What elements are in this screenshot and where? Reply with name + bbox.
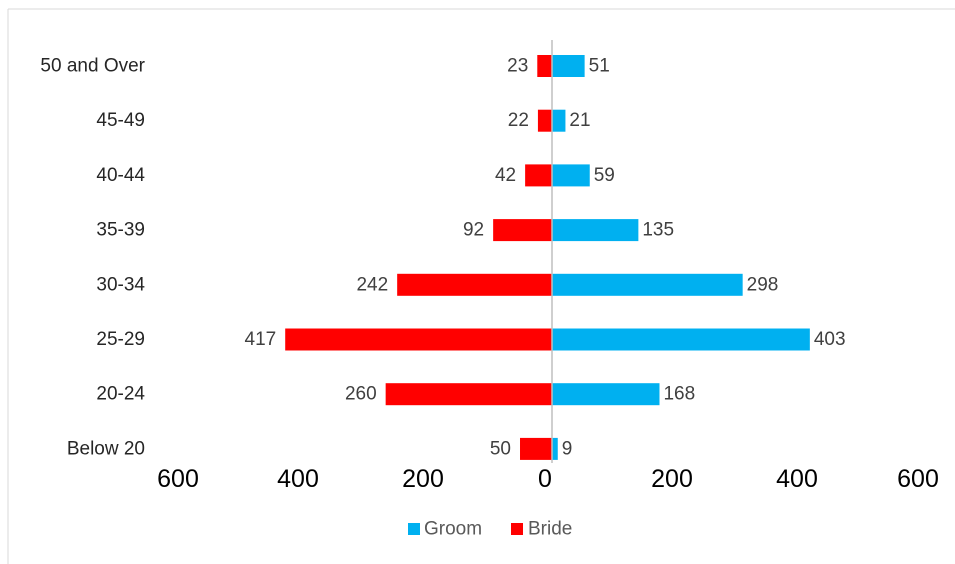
- groom-bar: [552, 274, 743, 296]
- bride-bar: [397, 274, 552, 296]
- groom-data-label: 9: [562, 438, 573, 459]
- x-tick-label: 0: [538, 465, 552, 493]
- bride-bar: [285, 329, 552, 351]
- groom-data-label: 21: [569, 110, 590, 131]
- x-tick-label: 400: [277, 465, 319, 493]
- groom-data-label: 51: [589, 56, 610, 77]
- groom-bar: [552, 55, 585, 77]
- groom-bar: [552, 329, 810, 351]
- bride-data-label: 260: [345, 384, 377, 405]
- category-label: 35-39: [96, 220, 145, 241]
- bride-bar: [525, 164, 552, 186]
- legend-entry[interactable]: Groom: [424, 519, 482, 540]
- legend: Groom Bride: [408, 519, 572, 540]
- category-label: 30-34: [96, 274, 145, 295]
- bride-data-label: 242: [356, 274, 388, 295]
- groom-data-label: 298: [747, 274, 779, 295]
- category-label: 40-44: [96, 165, 145, 186]
- category-label: 50 and Over: [40, 56, 145, 77]
- bride-data-label: 50: [490, 438, 511, 459]
- bride-data-label: 417: [245, 329, 277, 350]
- bride-data-label: 42: [495, 165, 516, 186]
- groom-bar: [552, 383, 659, 405]
- bride-bar: [520, 438, 552, 460]
- groom-data-label: 403: [814, 329, 846, 350]
- groom-data-label: 59: [594, 165, 615, 186]
- bride-bar: [386, 383, 552, 405]
- x-tick-label: 600: [897, 465, 939, 493]
- bride-data-label: 23: [507, 56, 528, 77]
- category-label: 25-29: [96, 329, 145, 350]
- groom-bar: [552, 164, 590, 186]
- bride-bar: [537, 55, 552, 77]
- category-label: Below 20: [67, 438, 145, 459]
- groom-bar: [552, 219, 638, 241]
- legend-swatch: [408, 523, 420, 535]
- x-tick-label: 600: [157, 465, 199, 493]
- bride-bar: [538, 110, 552, 132]
- bride-data-label: 22: [508, 110, 529, 131]
- legend-entry[interactable]: Bride: [528, 519, 572, 540]
- bride-data-label: 92: [463, 220, 484, 241]
- category-label: 45-49: [96, 110, 145, 131]
- x-axis-ticks: 600 400 200 0 200 400 600: [157, 465, 939, 493]
- legend-swatch: [511, 523, 523, 535]
- x-tick-label: 200: [402, 465, 444, 493]
- bride-bar: [493, 219, 552, 241]
- groom-data-label: 168: [663, 384, 695, 405]
- groom-data-label: 135: [642, 220, 674, 241]
- x-tick-label: 400: [776, 465, 818, 493]
- groom-bar: [552, 110, 565, 132]
- groom-bar: [552, 438, 558, 460]
- x-tick-label: 200: [651, 465, 693, 493]
- category-label: 20-24: [96, 384, 145, 405]
